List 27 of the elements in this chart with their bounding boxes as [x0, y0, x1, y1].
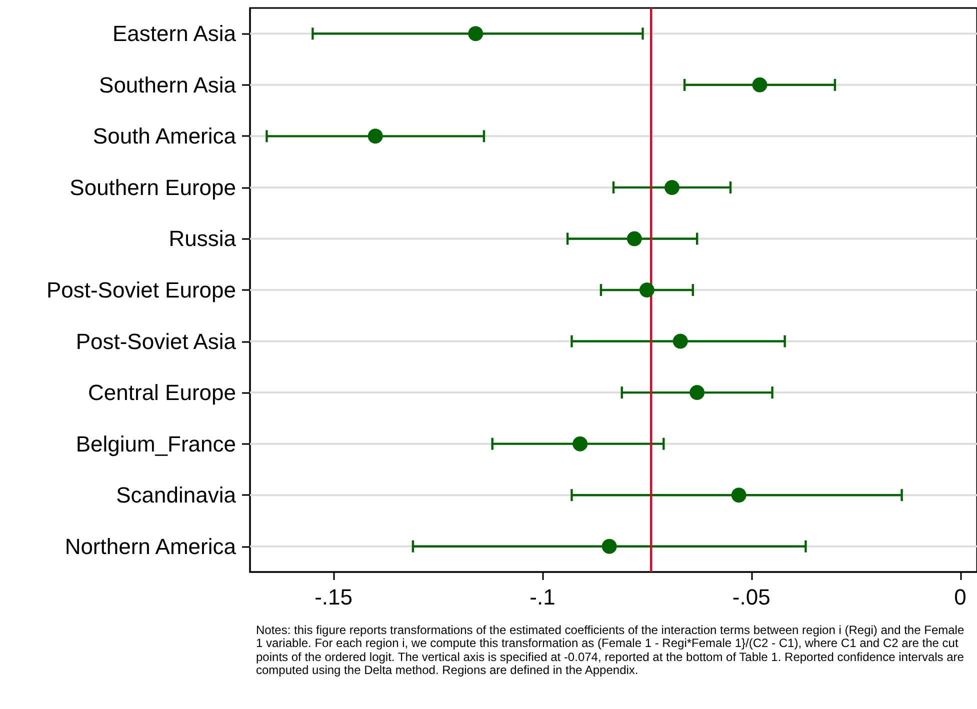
point: [664, 180, 680, 195]
x-tick-label: -.15: [314, 584, 353, 610]
y-tick-label: Northern America: [64, 534, 237, 559]
point: [626, 231, 642, 246]
y-tick-label: Southern Europe: [70, 174, 236, 200]
point: [602, 538, 617, 554]
point: [752, 77, 768, 92]
y-tick-label: Belgium_France: [76, 431, 236, 456]
point: [639, 282, 654, 298]
point: [731, 488, 746, 503]
point: [672, 334, 688, 349]
x-tick-label: 0: [954, 584, 966, 610]
y-tick-label: Post-Soviet Europe: [46, 278, 236, 302]
point: [368, 128, 383, 144]
y-tick-label: Southern Asia: [99, 72, 237, 98]
y-tick-label: Scandinavia: [116, 482, 237, 508]
text: Notes: this figure reports transformations of the estimated coefficients of the interaction terms between region i (Regi) and the Female 1 variable. For each region i, we compute this transformation as (Female 1 - Regi*Female 1}/(C2 - C1), where C1 and C2 are the cut points of the ordered logit. The vertical axis is specified at -0.074, reported at the bottom of Table 1. Reported confidence intervals are computed using the Delta method. Regions are defined in the Appendix.: [256, 623, 966, 678]
y-tick-label: South America: [92, 124, 237, 149]
point: [690, 385, 705, 400]
x-tick-label: -.05: [732, 584, 770, 610]
y-tick-label: Central Europe: [88, 380, 236, 406]
y-tick-label: Eastern Asia: [112, 21, 237, 46]
y-tick-label: Post-Soviet Asia: [76, 328, 237, 354]
x-tick-label: -.1: [530, 584, 556, 610]
point: [468, 26, 484, 42]
point: [572, 436, 588, 452]
y-tick-label: Russia: [168, 226, 237, 252]
